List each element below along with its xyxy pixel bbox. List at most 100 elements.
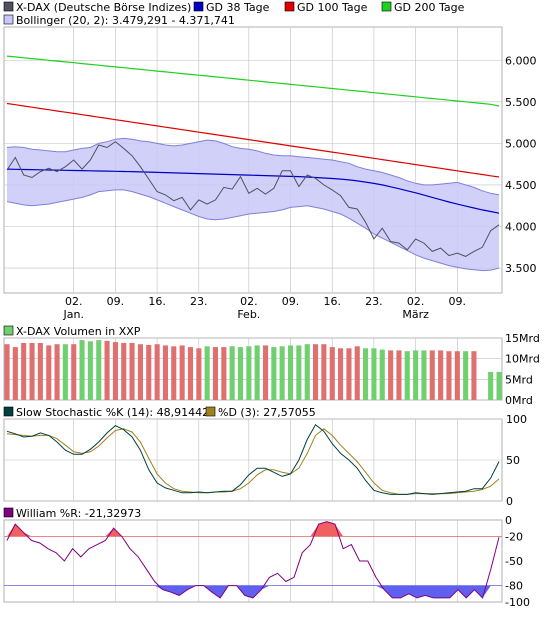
volume-bar	[471, 351, 477, 400]
volume-bar	[146, 345, 152, 400]
volume-bar	[171, 346, 177, 400]
volume-bar	[296, 345, 302, 400]
william-legend: William %R: -21,32973	[3, 507, 141, 520]
svg-text:X-DAX (Deutsche Börse Indizes): X-DAX (Deutsche Börse Indizes)	[16, 1, 191, 14]
legend-item-stoch-k: Slow Stochastic %K (14): 48,91442	[3, 406, 209, 419]
svg-text:%D (3): 27,57055: %D (3): 27,57055	[218, 406, 316, 419]
volume-bar	[121, 343, 127, 400]
volume-bar	[54, 344, 60, 400]
volume-bar	[196, 348, 202, 400]
volume-bar	[79, 340, 85, 400]
gd100-line	[6, 102, 500, 178]
stoch-d-line	[6, 428, 500, 495]
volume-bar	[212, 347, 218, 400]
stochastic-plot: 0 50 100	[4, 413, 527, 508]
stochastic-ytick-label: 0	[506, 495, 513, 508]
volume-bar	[162, 345, 168, 400]
price-ytick-label: 4.000	[505, 221, 537, 234]
william-ytick-label: -20	[505, 530, 523, 543]
volume-bar	[371, 348, 377, 400]
volume-bar	[271, 347, 277, 400]
william-panel-frame	[3, 519, 503, 603]
william-ytick-label: -80	[505, 580, 523, 593]
stochastic-ytick-label: 50	[506, 454, 520, 467]
legend-item-stoch-d: %D (3): 27,57055	[205, 406, 316, 419]
volume-bar	[488, 371, 494, 400]
william-r-line	[6, 521, 500, 599]
volume-bar	[304, 344, 310, 400]
date-tick-label: 16.	[323, 295, 341, 308]
volume-bar	[354, 346, 360, 400]
william-ytick-label: 0	[505, 514, 512, 527]
volume-bar	[62, 344, 68, 400]
volume-ytick-label: 15Mrd	[505, 332, 540, 345]
volume-bar	[388, 350, 394, 400]
volume-bar	[137, 344, 143, 400]
volume-bar	[321, 344, 327, 400]
volume-bar	[363, 348, 369, 400]
volume-bar	[37, 343, 43, 400]
svg-text:X-DAX Volumen in XXP: X-DAX Volumen in XXP	[16, 325, 141, 338]
volume-bar	[338, 348, 344, 400]
svg-text:GD 200 Tage: GD 200 Tage	[394, 1, 465, 14]
volume-bar	[379, 349, 385, 400]
price-panel-frame	[3, 26, 503, 294]
volume-bar	[104, 340, 110, 400]
volume-bar	[12, 347, 18, 400]
stochastic-legend: Slow Stochastic %K (14): 48,91442 %D (3)…	[3, 406, 316, 419]
william-ytick-label: -100	[505, 596, 530, 609]
volume-bar	[446, 351, 452, 400]
date-tick-label: 02.	[65, 295, 83, 308]
volume-bar	[96, 340, 102, 400]
volume-bar	[313, 344, 319, 400]
volume-bar	[29, 343, 35, 400]
bollinger-lower-line	[6, 189, 500, 272]
volume-bar	[129, 343, 135, 400]
volume-bar	[396, 350, 402, 400]
volume-bar	[237, 347, 243, 400]
volume-plot: 0Mrd 5Mrd 10Mrd 15Mrd	[4, 332, 540, 407]
volume-bar	[263, 345, 269, 400]
volume-bar	[288, 345, 294, 400]
volume-bar	[4, 344, 10, 400]
xdax-price-line	[6, 141, 500, 257]
volume-bar	[246, 346, 252, 400]
legend-item-gd200: GD 200 Tage	[381, 1, 465, 14]
price-plot	[6, 55, 500, 272]
legend-item-gd100: GD 100 Tage	[284, 1, 368, 14]
gd38-line	[6, 168, 500, 214]
volume-bar	[71, 344, 77, 400]
date-tick-label: 02.	[407, 295, 425, 308]
svg-text:William %R: -21,32973: William %R: -21,32973	[16, 507, 141, 520]
william-oversold-fill	[7, 585, 499, 598]
william-plot: 0 -20 -50 -80 -100	[4, 514, 530, 609]
volume-bar	[204, 346, 210, 400]
volume-bar	[329, 347, 335, 400]
legend-item-xdax: X-DAX (Deutsche Börse Indizes)	[3, 1, 191, 14]
volume-bar	[254, 345, 260, 400]
volume-bar	[87, 341, 93, 400]
month-tick-label: März	[402, 308, 429, 321]
price-ytick-label: 3.500	[505, 262, 537, 275]
svg-text:Slow Stochastic %K (14): 48,91: Slow Stochastic %K (14): 48,91442	[16, 406, 209, 419]
volume-bar	[154, 344, 160, 400]
date-tick-label: 02.	[240, 295, 258, 308]
volume-bar	[179, 345, 185, 400]
date-tick-label: 23.	[365, 295, 383, 308]
william-ytick-label: -50	[505, 555, 523, 568]
volume-bar	[221, 347, 227, 400]
month-tick-label: Feb.	[237, 308, 260, 321]
volume-bar	[229, 346, 235, 400]
stochastic-ytick-label: 100	[506, 413, 527, 426]
date-tick-label: 09.	[449, 295, 467, 308]
volume-bar	[279, 346, 285, 400]
month-tick-label: Jan.	[62, 308, 83, 321]
volume-ytick-label: 10Mrd	[505, 353, 540, 366]
volume-legend: X-DAX Volumen in XXP	[3, 325, 141, 338]
price-legend: X-DAX (Deutsche Börse Indizes) GD 38 Tag…	[3, 1, 465, 27]
legend-item-gd38: GD 38 Tage	[193, 1, 270, 14]
volume-bar	[429, 350, 435, 400]
volume-bar	[404, 351, 410, 400]
gd200-line	[6, 55, 500, 107]
volume-bar	[454, 351, 460, 400]
